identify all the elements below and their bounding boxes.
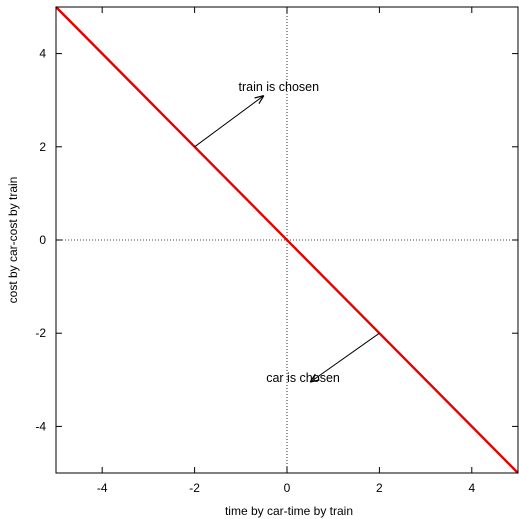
x-tick-label: 0 [284, 481, 291, 495]
y-tick-label: 0 [39, 233, 46, 247]
y-axis-label: cost by car-cost by train [6, 177, 20, 304]
series-layer [55, 6, 519, 474]
annotations: train is chosen car is chosen [194, 80, 380, 385]
series-line [55, 6, 519, 474]
annotation-arrow [310, 332, 380, 382]
y-tick-label: 2 [39, 140, 46, 154]
plot-frame [55, 6, 519, 474]
y-tick-label: -4 [35, 419, 46, 433]
annotation-arrow [194, 96, 264, 148]
x-tick-labels: -4 -2 0 2 4 [97, 481, 476, 495]
y-tick-label: 4 [39, 47, 46, 61]
y-tick-labels: -4 -2 0 2 4 [35, 47, 46, 434]
x-tick-label: -4 [97, 481, 108, 495]
tick-marks [56, 7, 518, 473]
x-tick-label: -2 [189, 481, 200, 495]
x-tick-label: 4 [468, 481, 475, 495]
annotation-text: car is chosen [266, 371, 340, 385]
annotation-text: train is chosen [238, 80, 319, 94]
x-tick-label: 2 [376, 481, 383, 495]
x-axis-label: time by car-time by train [225, 504, 353, 518]
y-tick-label: -2 [35, 326, 46, 340]
